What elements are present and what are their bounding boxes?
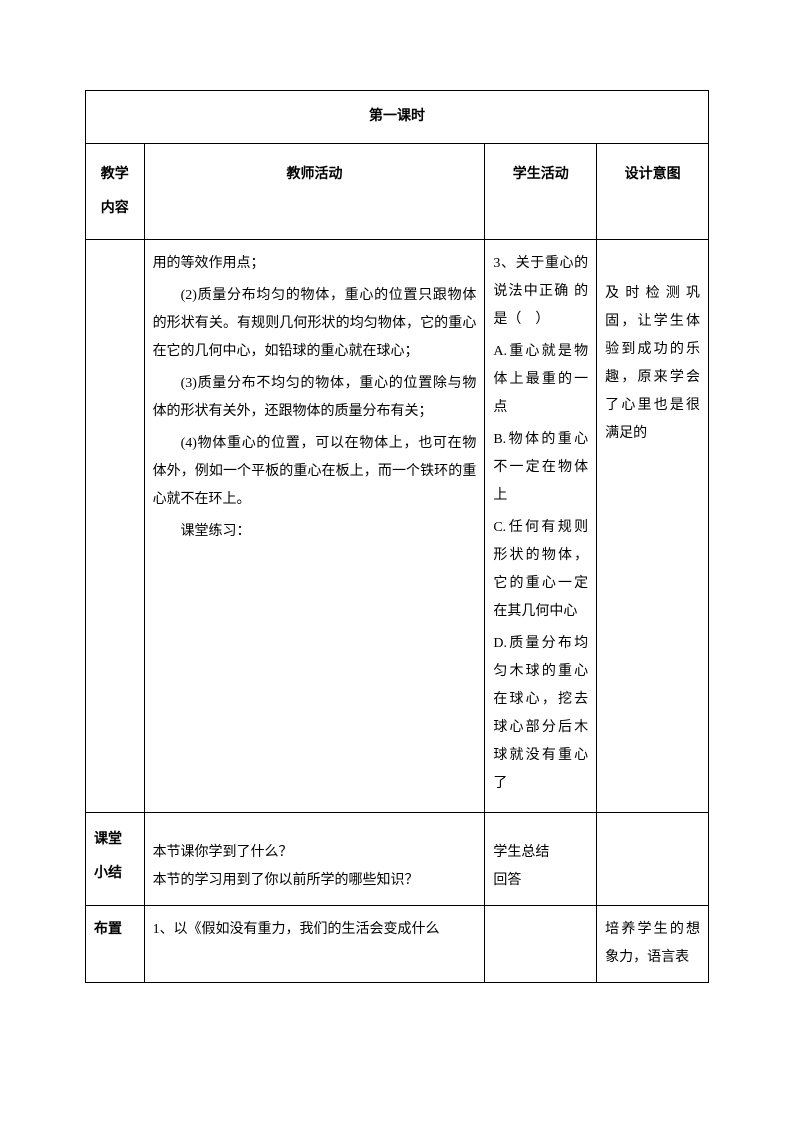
teacher-activity: 用的等效作用点； (2)质量分布均匀的物体，重心的位置只跟物体的形状有关。有规则… (144, 240, 485, 813)
teacher-p1: 用的等效作用点； (153, 250, 477, 278)
assign-design: 培养学生的想象力，语言表 (597, 906, 709, 983)
main-col1 (86, 240, 145, 813)
design-text: 及时检测巩固，让学生体验到成功的乐趣，原来学会了心里也是很满足的 (605, 280, 700, 448)
assign-student (485, 906, 597, 983)
summary-row: 课堂小结 本节课你学到了什么？ 本节的学习用到了你以前所学的哪些知识？ 学生总结… (86, 813, 709, 906)
summary-q1: 本节课你学到了什么？ (153, 839, 477, 867)
teacher-p3: (3)质量分布不均匀的物体，重心的位置除与物体的形状有关外，还跟物体的质量分布有… (153, 370, 477, 426)
summary-q2: 本节的学习用到了你以前所学的哪些知识？ (153, 867, 477, 895)
student-activity: 3、关于重心的说法中正确 的 是（ ） A.重心就是物体上最重的一点 B.物体的… (485, 240, 597, 813)
summary-teacher: 本节课你学到了什么？ 本节的学习用到了你以前所学的哪些知识？ (144, 813, 485, 906)
teacher-p4: (4)物体重心的位置，可以在物体上，也可在物体外，例如一个平板的重心在板上，而一… (153, 430, 477, 514)
assign-col1: 布置 (86, 906, 145, 983)
header-col1: 教学内容 (86, 144, 145, 240)
teacher-p2: (2)质量分布均匀的物体，重心的位置只跟物体的形状有关。有规则几何形状的均匀物体… (153, 282, 477, 366)
teacher-p5: 课堂练习： (153, 518, 477, 546)
question-intro: 3、关于重心的说法中正确 的 是（ ） (493, 250, 588, 334)
header-row: 教学内容 教师活动 学生活动 设计意图 (86, 144, 709, 240)
option-a: A.重心就是物体上最重的一点 (493, 338, 588, 422)
header-col3: 学生活动 (485, 144, 597, 240)
header-col4: 设计意图 (597, 144, 709, 240)
header-col2: 教师活动 (144, 144, 485, 240)
assign-teacher: 1、以《假如没有重力，我们的生活会变成什么 (144, 906, 485, 983)
option-b: B.物体的重心不一定在物体上 (493, 426, 588, 510)
summary-design (597, 813, 709, 906)
lesson-plan-table: 第一课时 教学内容 教师活动 学生活动 设计意图 用的等效作用点； (2)质量分… (85, 90, 709, 983)
assignment-row: 布置 1、以《假如没有重力，我们的生活会变成什么 培养学生的想象力，语言表 (86, 906, 709, 983)
design-intent: 及时检测巩固，让学生体验到成功的乐趣，原来学会了心里也是很满足的 (597, 240, 709, 813)
title-row: 第一课时 (86, 91, 709, 144)
summary-s2: 回答 (493, 867, 588, 895)
summary-col1: 课堂小结 (86, 813, 145, 906)
lesson-title: 第一课时 (86, 91, 709, 144)
summary-student: 学生总结 回答 (485, 813, 597, 906)
main-content-row: 用的等效作用点； (2)质量分布均匀的物体，重心的位置只跟物体的形状有关。有规则… (86, 240, 709, 813)
option-c: C.任何有规则形状的物体，它的重心一定在其几何中心 (493, 514, 588, 626)
summary-s1: 学生总结 (493, 839, 588, 867)
option-d: D.质量分布均匀木球的重心在球心，挖去球心部分后木球就没有重心了 (493, 630, 588, 798)
